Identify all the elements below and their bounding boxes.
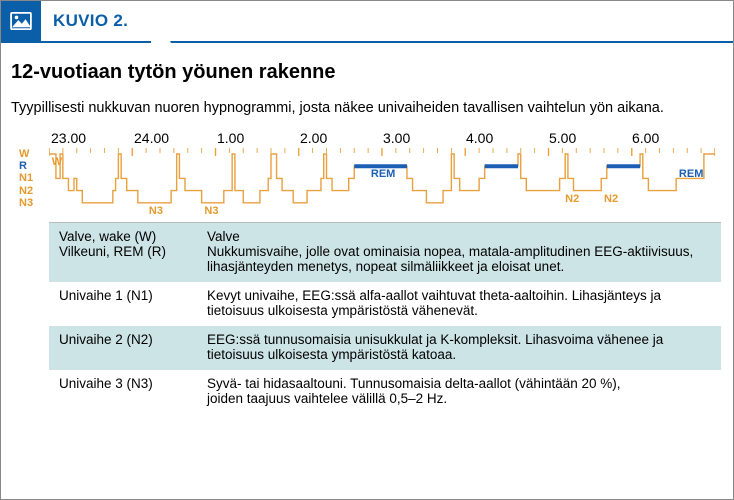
figure-header: KUVIO 2. xyxy=(1,1,733,43)
plot-area: WRN1N2N3 WN3N3REMN2N2REM xyxy=(19,148,715,216)
stage-row-label: W xyxy=(19,148,49,160)
inchart-stage-label: W xyxy=(52,156,62,168)
stage-desc-cell: ValveNukkumisvaihe, jolle ovat ominaisia… xyxy=(197,223,721,283)
stage-name-cell: Univaihe 3 (N3) xyxy=(49,370,197,414)
table-row: Univaihe 3 (N3)Syvä- tai hidasaaltouni. … xyxy=(49,370,721,414)
time-axis: 23.0024.001.002.003.004.005.006.00 xyxy=(51,130,715,146)
figure-number-label: KUVIO 2. xyxy=(41,1,140,41)
stage-name-cell: Valve, wake (W)Vilkeuni, REM (R) xyxy=(49,223,197,283)
legend-table: Valve, wake (W)Vilkeuni, REM (R)ValveNuk… xyxy=(49,222,721,414)
table-row: Valve, wake (W)Vilkeuni, REM (R)ValveNuk… xyxy=(49,223,721,283)
table-row: Univaihe 2 (N2)EEG:ssä tunnusomaisia uni… xyxy=(49,326,721,370)
inchart-stage-label: N3 xyxy=(204,205,218,217)
stage-row-label: R xyxy=(19,160,49,172)
time-tick-label: 5.00 xyxy=(549,130,632,146)
stage-row-label: N3 xyxy=(19,197,49,209)
stage-name-cell: Univaihe 1 (N1) xyxy=(49,282,197,326)
time-tick-label: 2.00 xyxy=(300,130,383,146)
stage-axis-labels: WRN1N2N3 xyxy=(19,148,49,209)
stage-name-cell: Univaihe 2 (N2) xyxy=(49,326,197,370)
table-row: Univaihe 1 (N1)Kevyt univaihe, EEG:ssä a… xyxy=(49,282,721,326)
hypnogram-svg-box: W N3 N3 REM N2 N2 REM xyxy=(49,148,715,216)
inchart-stage-label: N3 xyxy=(149,205,163,217)
time-tick-label: 6.00 xyxy=(632,130,715,146)
time-tick-label: 24.00 xyxy=(134,130,217,146)
stage-desc-cell: EEG:ssä tunnusomaisia unisukkulat ja K-k… xyxy=(197,326,721,370)
figure-container: KUVIO 2. 12-vuotiaan tytön yöunen rakenn… xyxy=(0,0,734,500)
stage-desc-cell: Kevyt univaihe, EEG:ssä alfa-aallot vaih… xyxy=(197,282,721,326)
time-tick-label: 3.00 xyxy=(383,130,466,146)
image-icon xyxy=(1,1,41,41)
figure-title: 12-vuotiaan tytön yöunen rakenne xyxy=(1,43,733,88)
stage-desc-cell: Syvä- tai hidasaaltouni. Tunnusomaisia d… xyxy=(197,370,721,414)
figure-subtitle: Tyypillisesti nukkuvan nuoren hypnogramm… xyxy=(1,88,733,122)
stage-row-label: N2 xyxy=(19,185,49,197)
inchart-stage-label: N2 xyxy=(604,193,618,205)
stage-row-label: N1 xyxy=(19,172,49,184)
time-tick-label: 23.00 xyxy=(51,130,134,146)
time-tick-label: 1.00 xyxy=(217,130,300,146)
inchart-stage-label: REM xyxy=(371,168,395,180)
hypnogram-chart: 23.0024.001.002.003.004.005.006.00 WRN1N… xyxy=(1,122,733,216)
time-tick-label: 4.00 xyxy=(466,130,549,146)
inchart-stage-label: REM xyxy=(679,168,703,180)
inchart-stage-label: N2 xyxy=(565,193,579,205)
